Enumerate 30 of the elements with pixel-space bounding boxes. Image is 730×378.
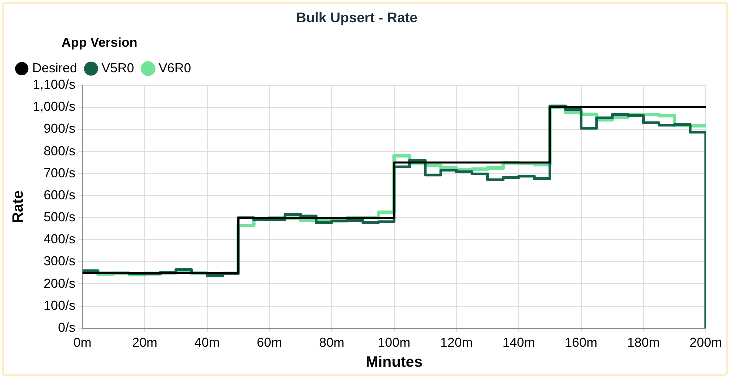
x-tick-label: 40m (194, 334, 220, 350)
legend-label: Desired (32, 60, 78, 76)
y-axis-title: Rate (10, 190, 28, 224)
y-tick-label: 1,000/s (32, 99, 76, 114)
x-tick-label: 200m (690, 334, 722, 350)
x-tick-label: 180m (627, 334, 660, 350)
legend-label: V6R0 (158, 60, 192, 76)
y-tick-label: 1,100/s (32, 76, 76, 92)
x-tick-label: 140m (502, 334, 536, 350)
x-tick-label: 60m (257, 334, 282, 350)
y-tick-label: 600/s (44, 187, 76, 202)
x-tick-label: 100m (378, 334, 411, 350)
x-axis-title: Minutes (366, 354, 423, 372)
x-tick-label: 160m (565, 334, 598, 350)
y-tick-label: 300/s (44, 254, 76, 269)
y-tick-label: 200/s (44, 276, 76, 291)
y-tick-label: 900/s (44, 121, 76, 136)
y-tick-label: 700/s (44, 165, 76, 180)
chart-title: Bulk Upsert - Rate (296, 9, 418, 26)
legend-label: V5R0 (102, 60, 134, 76)
y-tick-label: 800/s (44, 143, 76, 158)
x-tick-label: 80m (319, 334, 345, 350)
y-tick-label: 0/s (58, 320, 76, 335)
x-tick-label: 0m (74, 334, 92, 350)
y-tick-label: 400/s (44, 232, 76, 247)
y-tick-label: 500/s (44, 210, 76, 225)
x-tick-label: 120m (440, 334, 473, 350)
legend-title: App Version (62, 34, 138, 50)
y-tick-label: 100/s (44, 298, 76, 313)
x-tick-label: 20m (132, 334, 158, 350)
